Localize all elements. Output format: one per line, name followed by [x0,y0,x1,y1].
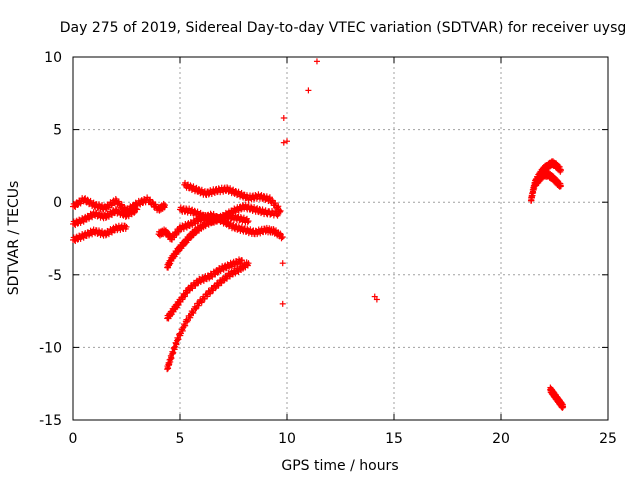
data-point [121,204,128,211]
data-point [280,139,287,146]
data-point [74,201,81,208]
data-point [123,223,130,230]
data-point [115,198,122,205]
data-point [195,186,202,193]
data-point [112,206,119,213]
data-point [266,194,273,201]
data-point [212,285,219,292]
data-point [239,257,246,264]
data-point [152,201,159,208]
x-tick-label: 25 [599,431,617,447]
data-point [181,293,188,300]
data-point [191,207,198,214]
data-point [280,114,287,121]
tick-layer: 0 5 10 15 20 25 -15 -10 -5 0 5 10 [39,50,617,447]
y-tick-label: -15 [39,413,62,429]
data-point [244,219,251,226]
data-point [245,260,252,267]
data-point [134,206,141,213]
x-axis-label: GPS time / hours [281,458,398,474]
data-point [192,305,199,312]
x-tick-label: 0 [69,431,78,447]
x-tick-label: 5 [176,431,185,447]
grid-layer [73,57,608,420]
data-point [162,202,169,209]
data-point [279,234,286,241]
data-point [279,300,286,307]
data-point [278,235,285,242]
data-point [179,327,186,334]
data-point [84,196,91,203]
data-point [269,197,276,204]
data-point [173,231,180,238]
data-point [220,277,227,284]
data-point [305,87,312,94]
data-point [187,182,194,189]
marker-layer [70,58,567,411]
y-tick-label: 10 [44,50,62,66]
x-tick-label: 15 [385,431,403,447]
y-tick-label: -10 [39,340,62,356]
data-point [245,218,252,225]
data-point [262,207,269,214]
x-tick-label: 10 [278,431,296,447]
data-point [557,183,564,190]
data-point [118,202,125,209]
data-point [175,336,182,343]
y-tick-label: 0 [53,195,62,211]
data-point [557,167,564,174]
data-point [186,287,193,294]
y-axis-label: SDTVAR / TECUs [6,181,22,296]
chart-title: Day 275 of 2019, Sidereal Day-to-day VTE… [60,20,627,36]
data-point [149,198,156,205]
data-point [177,226,184,233]
data-point [131,209,138,216]
y-tick-label: -5 [48,268,62,284]
plot-frame [72,56,609,421]
data-point [102,206,109,213]
y-tick-label: 5 [53,123,62,139]
data-point [238,206,245,213]
data-point [284,138,290,145]
data-point [275,203,282,210]
data-point [207,290,214,297]
data-point [560,403,567,410]
data-point [102,232,109,239]
data-point [277,230,284,237]
data-point [198,299,205,306]
data-point [313,58,320,65]
data-point [373,296,380,303]
data-point [279,260,286,267]
data-point [182,322,189,329]
data-point [214,269,221,276]
data-point [190,310,197,317]
data-point [224,184,231,191]
data-point [215,282,222,289]
data-point [275,210,282,217]
data-point [102,214,109,221]
x-tick-label: 20 [492,431,510,447]
data-point [187,314,194,321]
